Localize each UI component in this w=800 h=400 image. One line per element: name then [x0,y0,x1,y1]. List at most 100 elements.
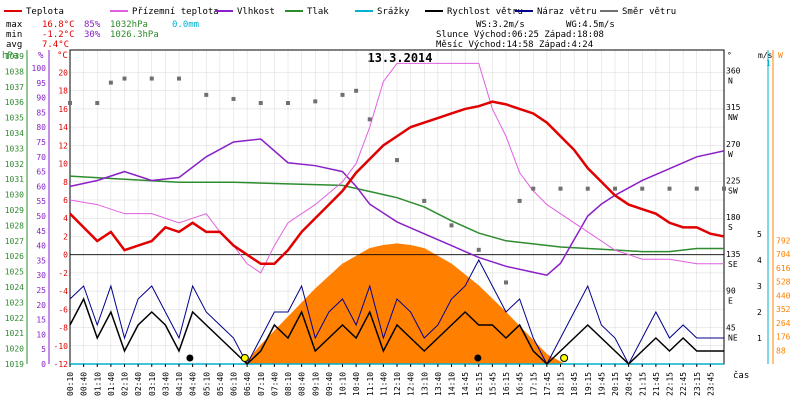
ms-tick: 2 [757,308,762,317]
direction-tick: 45 [726,323,736,332]
astro-sun: Slunce Východ:06:25 Západ:18:08 [436,30,604,40]
x-tick-label: 14:10 [448,372,457,396]
legend-label: Teplota [26,7,64,17]
series-line-humidity [69,138,725,277]
wind-direction-point [95,101,100,106]
hpa-tick: 1037 [5,83,24,92]
hpa-tick: 1032 [5,160,24,169]
astro-ws: WS:3.2m/s [476,20,525,30]
ms-tick: 4 [757,256,762,265]
legend-label: Směr větru [622,7,676,17]
hpa-tick: 1023 [5,298,24,307]
wind-direction-point [231,96,236,101]
x-tick-label: 15:45 [488,372,497,396]
moonset-marker [186,354,194,362]
x-tick-label: 11:10 [366,372,375,396]
direction-tick: 225 [726,177,741,186]
pct-tick: 25 [36,286,46,295]
x-tick-label: 10:10 [339,372,348,396]
direction-tick: 135 [726,250,741,259]
ms-axis-label: m/s [758,51,773,60]
direction-name: N [728,76,733,85]
x-tick-label: 18:15 [557,372,566,396]
celsius-tick: 14 [58,123,68,132]
stats-max-hum: 85% [84,20,101,30]
celsius-tick: 20 [58,68,68,77]
stats-min-label: min [6,30,22,40]
wind-direction-point [122,76,127,81]
celsius-axis-label: °C [57,51,68,61]
celsius-tick: 6 [63,196,68,205]
pct-tick: 85 [36,108,46,117]
wind-direction-point [531,186,536,191]
hpa-tick: 1024 [5,283,24,292]
ms-tick: 1 [757,334,762,343]
direction-name: E [728,297,733,306]
celsius-tick: -10 [54,342,69,351]
legend-label: Srážky [377,7,410,17]
x-axis-unit: čas [733,370,749,381]
stats-max-temp: 16.8°C [42,20,75,30]
x-tick-label: 17:15 [529,372,538,396]
pct-tick: 65 [36,168,46,177]
x-tick-label: 02:40 [134,372,143,396]
hpa-tick: 1036 [5,98,24,107]
wind-direction-point [177,76,181,81]
celsius-tick: -8 [58,324,68,333]
celsius-tick: 2 [63,232,68,241]
sunset-marker [560,354,569,362]
stats-min-press: 1026.3hPa [110,30,159,40]
wind-direction-point [68,101,72,106]
direction-name: SE [728,260,738,269]
x-tick-label: 15:15 [475,372,484,396]
pct-tick: 40 [36,242,46,251]
wind-direction-point [722,186,726,191]
hpa-axis-label: hPa [2,51,18,61]
direction-name: W [728,150,733,159]
hpa-tick: 1039 [5,52,24,61]
x-tick-label: 19:45 [597,372,606,396]
wind-direction-point [476,247,481,252]
x-tick-label: 23:45 [706,372,715,396]
wind-direction-point [149,76,154,81]
stats-avg-temp: 7.4°C [42,40,69,50]
stats-avg-label: avg [6,40,22,50]
x-tick-label: 00:40 [80,372,89,396]
legend-label: Vlhkost [237,7,275,17]
x-tick-label: 01:40 [107,372,116,396]
x-tick-label: 11:40 [379,372,388,396]
pct-tick: 10 [36,330,46,339]
pct-tick: 0 [41,360,46,369]
wind-direction-point [585,186,590,191]
wm2-tick: 792 [776,236,791,245]
x-tick-label: 02:10 [121,372,130,396]
wind-direction-point [517,198,522,203]
x-tick-label: 19:15 [584,372,593,396]
pct-tick: 15 [36,316,46,325]
moonrise-marker [474,354,482,362]
x-tick-label: 21:45 [652,372,661,396]
celsius-tick: 12 [58,141,68,150]
wm2-tick: 88 [776,346,786,355]
wm2-tick: 440 [776,291,791,300]
x-tick-label: 04:10 [175,372,184,396]
x-tick-label: 23:15 [693,372,702,396]
legend-label: Tlak [307,7,329,17]
pct-tick: 55 [36,197,46,206]
pct-tick: 50 [36,212,46,221]
astro-block: WS:3.2m/s WG:4.5m/s Slunce Východ:06:25 … [436,20,615,50]
right-axes: °360N315NW270W225SW180S135SE90E45NEm/s15… [726,50,791,364]
wind-direction-point [340,92,345,97]
x-tick-label: 20:15 [611,372,620,396]
direction-axis-label: ° [727,51,732,60]
stats-max-press: 1032hPa [110,20,148,30]
x-tick-label: 17:45 [543,372,552,396]
wind-direction-point [367,117,372,122]
celsius-tick: 10 [58,160,68,169]
sunrise-marker [240,354,249,362]
wind-direction-point [204,92,209,97]
wind-direction-point [613,186,617,191]
hpa-tick: 1033 [5,144,24,153]
legend-label: Přízemní teplota [132,7,219,17]
